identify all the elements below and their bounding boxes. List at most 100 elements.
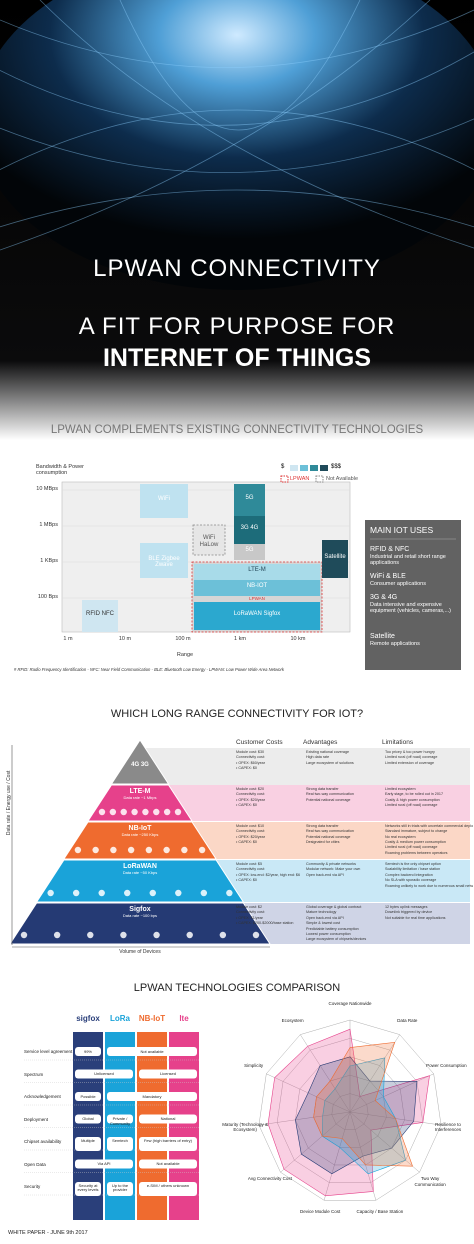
cell-line: No real ecosystem — [385, 834, 416, 839]
tech-box — [194, 580, 320, 596]
cell-line: Module cost: $30 — [236, 750, 265, 754]
uses-panel — [365, 520, 461, 670]
hero-subtitle: A FIT FOR PURPOSE FOR — [78, 313, 396, 340]
cell-line: No SLA with sporadic coverage — [385, 878, 437, 883]
radar-axis — [323, 1111, 351, 1201]
cell-line: Costly & high power consumption — [385, 797, 440, 802]
table-cell — [139, 1159, 197, 1169]
table-cell — [75, 1182, 101, 1196]
cell-line: Roaming unlikely to work due to numerous… — [385, 883, 473, 888]
row-label: Chipset availability — [24, 1139, 62, 1144]
use-desc: Data intensive and expensive equipment (… — [370, 602, 452, 615]
table-cell — [139, 1182, 197, 1196]
cell-text: Multiple — [81, 1137, 95, 1143]
level-icon — [142, 808, 149, 816]
table-cell — [107, 1137, 133, 1151]
x-tick-label: 1 m — [63, 636, 73, 642]
cell-line: Module cost: $5 — [236, 862, 263, 866]
tech-box — [194, 596, 320, 602]
legend-label: $ — [281, 464, 285, 470]
cell-text: Security at every levels — [77, 1182, 99, 1193]
level-icon — [226, 889, 233, 897]
level-icon — [145, 846, 153, 854]
level-name: LTE-M — [129, 788, 151, 795]
cell-line: Mature technology — [306, 910, 337, 915]
y-tick-label: 1 MBps — [39, 522, 58, 528]
level-icon — [53, 931, 61, 939]
tech-label: 5G — [245, 495, 254, 501]
use-name: 3G & 4G — [370, 594, 398, 601]
legend-label: Not Available — [326, 476, 359, 482]
tech-box — [192, 524, 226, 556]
x-tick-label: 10 m — [118, 636, 132, 642]
radar-axis — [349, 1073, 434, 1113]
radar-shape — [321, 1057, 406, 1175]
cell-line: Module cost: $10 — [236, 824, 265, 828]
section-heading: LPWAN COMPLEMENTS EXISTING CONNECTIVITY … — [50, 424, 424, 436]
table-cell — [107, 1182, 133, 1196]
level-rate: Data rate ~100 bps — [122, 913, 158, 918]
row-band — [140, 785, 470, 821]
tech-logo: NB-IoT — [138, 1014, 166, 1023]
legend-label: $$$ — [331, 464, 342, 470]
table-cell — [139, 1069, 197, 1079]
axis-label: Volume of Devices — [119, 949, 161, 955]
cell-line: • CAPEX: $0 — [236, 803, 257, 808]
radar-label: Power Consumption — [426, 1062, 467, 1068]
level-icon — [20, 931, 28, 939]
cell-line: Lowest power consumption — [306, 932, 351, 936]
cell-line: High data rate — [306, 755, 330, 760]
level-icon — [153, 808, 160, 816]
level-icon — [110, 846, 117, 854]
cell-line: • OPEX: $1/year — [236, 915, 263, 920]
x-tick-label: 10 km — [290, 636, 306, 642]
pyramid-level — [62, 821, 218, 860]
level-icon — [219, 931, 227, 939]
cell-text: Via API — [97, 1161, 111, 1166]
cell-line: • OPEX: $20/year — [236, 834, 265, 839]
y-tick-label: 100 Bps — [37, 594, 58, 600]
cell-line: Networks still in trials with uncertain … — [385, 824, 473, 828]
pyramid-level — [110, 739, 170, 785]
radar-grid — [295, 1056, 405, 1166]
cell-text: e-SIM / others unknown — [146, 1182, 190, 1188]
tech-box — [82, 600, 118, 632]
x-tick-label: 100 m — [175, 636, 191, 642]
tech-box — [234, 484, 265, 516]
radar-axis — [280, 1111, 351, 1173]
cell-line: Standard immature, subject to change — [385, 829, 448, 834]
cell-line: Limited rural (off road) coverage — [385, 845, 438, 850]
cell-text: Not available — [140, 1048, 164, 1054]
axis-label: Range — [176, 652, 194, 658]
level-icon — [181, 846, 188, 854]
cell-line: Roaming problems between operators — [385, 850, 448, 855]
cell-line: Limited rural (off road) coverage — [385, 755, 438, 760]
use-desc: Industrial and retail short range applic… — [370, 554, 446, 567]
cell-text: Not available — [156, 1161, 180, 1166]
radar-grid — [276, 1038, 424, 1183]
radar-label: Resilience to Interferences — [434, 1122, 462, 1133]
cell-line: Connectivity cost: — [236, 792, 265, 797]
column-header: Advantages — [303, 739, 338, 746]
table-cell — [75, 1047, 101, 1056]
tech-box — [194, 602, 320, 630]
row-label: Deployment — [24, 1116, 49, 1122]
cell-line: Early stage, to be rolled out in 2017 — [385, 792, 444, 797]
cell-text: Private / Community — [109, 1116, 131, 1126]
footer: WHITE PAPER - JUNE 9th 2017 — [8, 1230, 88, 1236]
cell-line: Global coverage & global contract — [306, 905, 362, 909]
cell-text: Mandatory — [142, 1093, 162, 1099]
legend-swatch — [300, 465, 308, 471]
legend-swatch — [310, 465, 318, 471]
cell-line: • OPEX: $60/year — [236, 760, 265, 765]
level-icon — [98, 808, 106, 816]
radar-label: Data Rate — [397, 1017, 418, 1023]
level-icon — [120, 808, 127, 816]
tech-label: LoRaWAN Sigfox — [233, 611, 281, 617]
radar-axis — [349, 1111, 420, 1173]
y-tick-label: 10 MBps — [36, 486, 58, 492]
cell-line: Modular network: Make your own — [306, 867, 361, 872]
cell-line: • CAPEX: $0 — [236, 840, 257, 845]
level-icon — [131, 808, 138, 816]
